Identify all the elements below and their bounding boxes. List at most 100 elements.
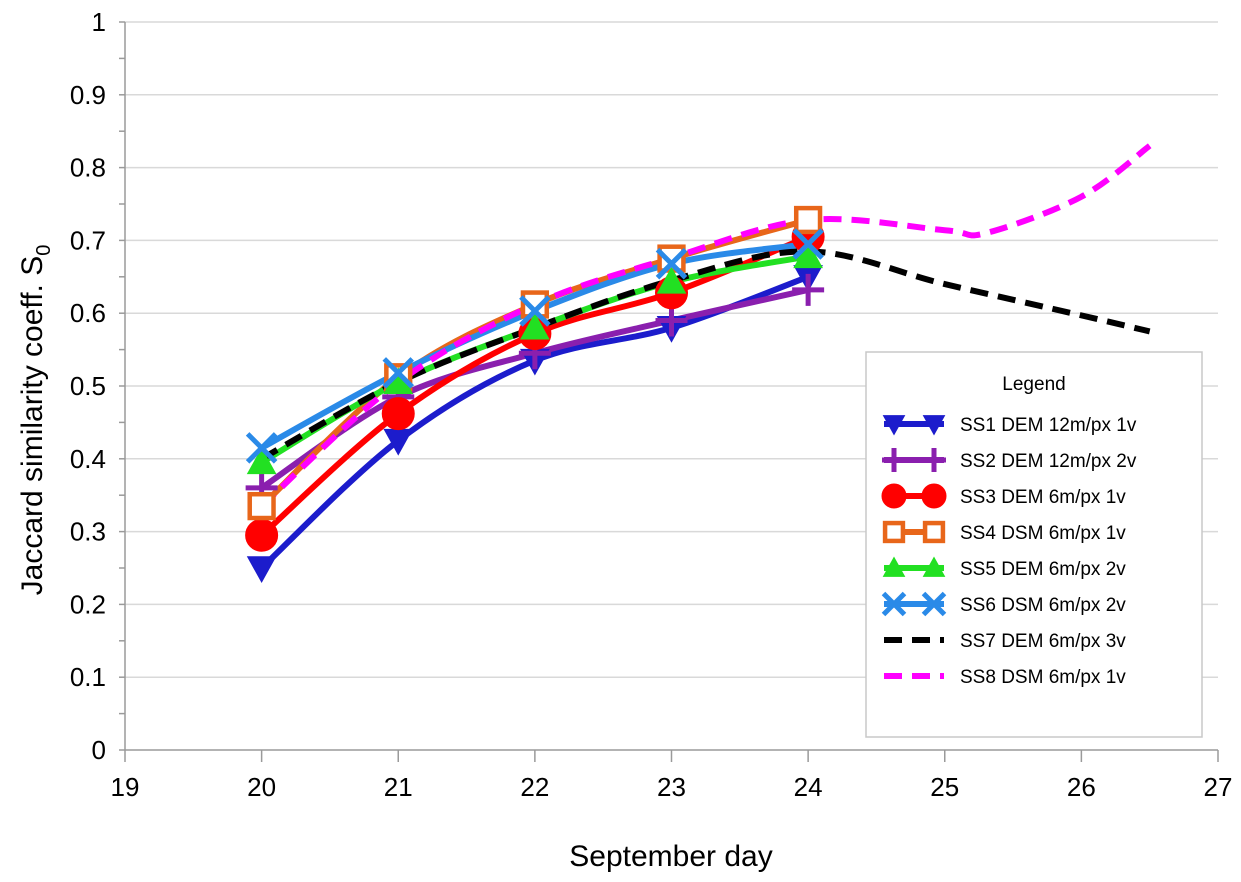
marker-shape	[656, 266, 687, 294]
y-tick-label: 0.7	[70, 225, 106, 255]
legend-marker	[921, 483, 947, 509]
y-tick-label: 0.2	[70, 589, 106, 619]
legend-marker	[922, 556, 946, 577]
marker-shape	[655, 304, 688, 337]
marker-shape	[921, 591, 947, 617]
marker-shape	[245, 432, 278, 464]
x-tick-label: 26	[1067, 772, 1096, 802]
legend-label: SS4 DSM 6m/px 1v	[960, 523, 1126, 544]
x-tick-label: 20	[247, 772, 276, 802]
data-point	[247, 491, 276, 521]
x-axis-title: September day	[569, 840, 772, 873]
data-point	[246, 556, 277, 584]
legend-label: SS8 DSM 6m/px 1v	[960, 667, 1126, 688]
y-axis-title: Jaccard similarity coeff. S0	[16, 245, 55, 596]
data-point	[792, 228, 824, 260]
legend-item: SS7 DEM 6m/px 3v	[884, 631, 1126, 652]
marker-shape	[519, 295, 551, 327]
marker-shape	[655, 247, 688, 280]
legend-label: SS3 DEM 6m/px 1v	[960, 487, 1126, 508]
legend-label: SS7 DEM 6m/px 3v	[960, 631, 1126, 652]
legend-marker	[882, 556, 906, 577]
x-tick-label: 22	[520, 772, 549, 802]
legend-item: SS6 DSM 6m/px 2v	[881, 591, 1126, 617]
data-point	[655, 304, 688, 337]
data-point	[793, 205, 823, 235]
data-point	[381, 397, 415, 431]
data-point	[655, 247, 688, 280]
y-tick-label: 0.4	[70, 444, 106, 474]
marker-shape	[882, 415, 906, 436]
marker-shape	[381, 397, 415, 431]
marker-shape	[793, 205, 823, 235]
data-point	[519, 295, 551, 327]
marker-shape	[246, 556, 277, 584]
marker-shape	[922, 415, 946, 436]
y-tick-label: 0.8	[70, 153, 106, 183]
legend-label: SS1 DEM 12m/px 1v	[960, 415, 1137, 436]
y-axis-title-main: Jaccard similarity coeff. S	[16, 256, 49, 596]
y-tick-label: 0.5	[70, 371, 106, 401]
y-tick-label: 0.1	[70, 662, 106, 692]
legend-label: SS2 DEM 12m/px 2v	[960, 451, 1137, 472]
x-tick-label: 19	[111, 772, 140, 802]
legend-label: SS6 DSM 6m/px 2v	[960, 595, 1126, 616]
data-point	[520, 312, 550, 340]
data-point	[792, 273, 825, 306]
legend-marker	[922, 520, 946, 544]
x-tick-label: 21	[384, 772, 413, 802]
data-point	[246, 447, 277, 475]
marker-shape	[921, 483, 947, 509]
marker-shape	[922, 448, 946, 472]
legend-marker	[881, 483, 907, 509]
legend-marker	[881, 591, 907, 617]
marker-shape	[245, 518, 279, 552]
y-tick-label: 1	[92, 7, 106, 37]
y-tick-label: 0.6	[70, 298, 106, 328]
marker-shape	[882, 556, 906, 577]
data-point	[793, 241, 823, 269]
x-tick-label: 23	[657, 772, 686, 802]
series-line	[260, 248, 1151, 462]
y-axis-title-subscript: 0	[33, 245, 55, 256]
y-tick-label: 0.3	[70, 517, 106, 547]
marker-shape	[792, 228, 824, 260]
y-tick-label: 0	[92, 735, 106, 765]
legend-title: Legend	[1002, 374, 1065, 395]
data-point	[656, 266, 687, 294]
marker-shape	[881, 591, 907, 617]
legend-item: SS4 DSM 6m/px 1v	[882, 520, 1126, 544]
series-markers	[245, 205, 825, 584]
legend-item: SS1 DEM 12m/px 1v	[882, 415, 1137, 436]
legend: Legend SS1 DEM 12m/px 1v SS2 DEM 12m/px 2…	[865, 351, 1203, 738]
legend-marker	[882, 448, 906, 472]
data-point	[245, 432, 278, 464]
axes	[119, 21, 1219, 762]
y-axis-title-group: Jaccard similarity coeff. S0	[16, 245, 55, 596]
legend-label: SS5 DEM 6m/px 2v	[960, 559, 1126, 580]
legend-marker	[922, 448, 946, 472]
marker-shape	[246, 447, 277, 475]
marker-shape	[922, 556, 946, 577]
legend-marker	[921, 591, 947, 617]
marker-shape	[793, 241, 823, 269]
marker-shape	[881, 483, 907, 509]
legend-box	[865, 351, 1203, 738]
marker-shape	[382, 357, 415, 389]
data-point	[245, 518, 279, 552]
marker-shape	[882, 448, 906, 472]
marker-shape	[520, 312, 550, 340]
marker-shape	[792, 273, 825, 306]
legend-item: SS2 DEM 12m/px 2v	[882, 448, 1137, 472]
legend-marker	[882, 520, 906, 544]
x-tick-label: 24	[794, 772, 823, 802]
data-point	[382, 357, 415, 389]
marker-shape	[247, 491, 276, 521]
legend-marker	[922, 415, 946, 436]
marker-shape	[882, 520, 906, 544]
legend-marker	[882, 415, 906, 436]
legend-item: SS8 DSM 6m/px 1v	[884, 667, 1126, 688]
legend-items: SS1 DEM 12m/px 1v SS2 DEM 12m/px 2v SS3 DE…	[881, 415, 1137, 688]
legend-item: SS3 DEM 6m/px 1v	[881, 483, 1126, 509]
y-tick-label: 0.9	[70, 80, 106, 110]
